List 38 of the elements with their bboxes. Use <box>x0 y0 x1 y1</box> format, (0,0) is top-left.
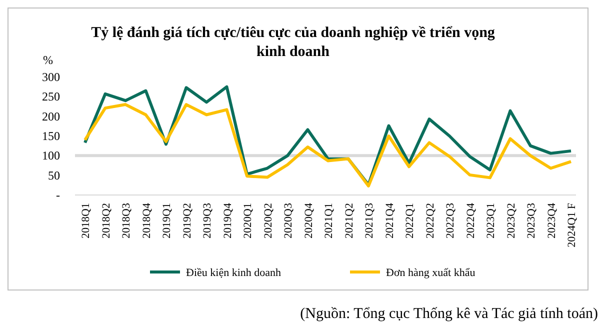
x-tick-label: 2019Q4 <box>222 202 234 238</box>
y-tick-label: 50 <box>48 168 60 182</box>
y-tick-label: 250 <box>42 90 60 104</box>
x-tick-label: 2019Q3 <box>202 202 214 238</box>
x-tick-label: 2020Q1 <box>242 203 254 238</box>
x-tick-label: 2023Q1 <box>485 203 497 238</box>
x-tick-label: 2020Q2 <box>262 203 274 238</box>
line-series <box>84 103 572 188</box>
legend-label: Điều kiện kinh doanh <box>186 267 282 279</box>
x-tick-label: 2018Q3 <box>120 202 132 238</box>
x-tick-label: 2023Q3 <box>526 202 538 238</box>
x-tick-label: 2022Q2 <box>424 203 436 238</box>
x-tick-label: 2023Q2 <box>505 203 518 238</box>
x-tick-label: 2021Q4 <box>384 202 396 238</box>
x-tick-label: 2018Q2 <box>100 203 112 238</box>
x-tick-label: 2024Q1 F <box>566 203 578 248</box>
x-tick-label: 2021Q1 <box>323 203 335 238</box>
x-tick-label: 2023Q4 <box>546 202 558 238</box>
y-tick-label: 100 <box>42 148 60 163</box>
x-tick-label: 2021Q2 <box>343 203 356 238</box>
x-tick-label: 2022Q4 <box>464 202 477 238</box>
y-tick-label: - <box>56 188 60 202</box>
text: (Nguồn: Tổng cục Thống kê và Tác giả tính toán) <box>300 306 598 322</box>
x-tick-label: 2022Q1 <box>404 203 416 238</box>
x-tick-label: 2019Q1 <box>161 203 173 238</box>
chart-title: Tỷ lệ đánh giá tích cực/tiêu cực của doanh nghiệp về triển vọng kinh doanh <box>91 25 496 60</box>
x-tick-label: 2018Q1 <box>80 203 92 238</box>
x-tick-label: 2020Q3 <box>282 202 294 238</box>
x-tick-label: 2020Q4 <box>302 202 315 238</box>
x-tick-label: 2018Q4 <box>140 202 153 238</box>
y-tick-label: 200 <box>42 109 60 124</box>
x-tick-label: 2022Q3 <box>444 202 456 238</box>
y-axis-title: % <box>43 53 53 67</box>
y-tick-label: 300 <box>42 70 60 84</box>
x-tick-label: 2019Q2 <box>181 203 194 238</box>
x-tick-label: 2021Q3 <box>364 202 376 238</box>
legend-label: Đơn hàng xuất khẩu <box>386 267 476 279</box>
y-tick-label: 150 <box>42 129 60 143</box>
